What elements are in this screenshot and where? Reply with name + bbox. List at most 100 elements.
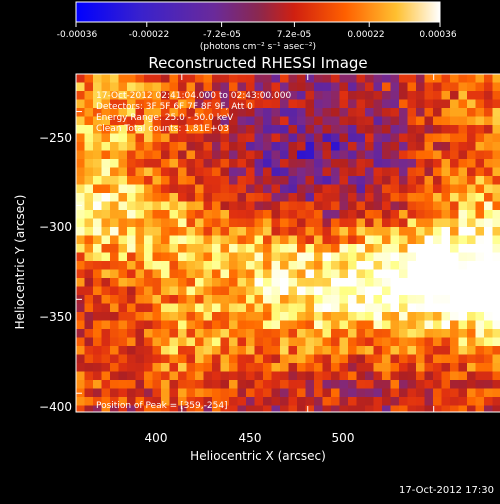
heatmap-pixel — [450, 406, 459, 415]
heatmap-pixel — [442, 287, 451, 296]
heatmap-pixel — [221, 329, 230, 338]
heatmap-pixel — [272, 338, 281, 347]
heatmap-pixel — [357, 134, 366, 143]
heatmap-pixel — [425, 236, 434, 245]
heatmap-pixel — [450, 253, 459, 262]
heatmap-pixel — [110, 151, 119, 160]
heatmap-pixel — [357, 236, 366, 245]
heatmap-pixel — [476, 363, 485, 372]
heatmap-pixel — [357, 253, 366, 262]
heatmap-pixel — [161, 321, 170, 330]
heatmap-pixel — [255, 210, 264, 219]
heatmap-pixel — [314, 304, 323, 313]
heatmap-pixel — [357, 287, 366, 296]
heatmap-pixel — [365, 210, 374, 219]
heatmap-pixel — [467, 117, 476, 126]
colorbar-tick-label: 7.2e-05 — [277, 30, 312, 40]
heatmap-pixel — [161, 346, 170, 355]
heatmap-pixel — [297, 329, 306, 338]
heatmap-pixel — [331, 193, 340, 202]
heatmap-pixel — [306, 372, 315, 381]
heatmap-pixel — [340, 185, 349, 194]
heatmap-pixel — [467, 363, 476, 372]
heatmap-pixel — [433, 253, 442, 262]
heatmap-pixel — [119, 193, 128, 202]
heatmap-pixel — [280, 142, 289, 151]
heatmap-pixel — [374, 134, 383, 143]
heatmap-pixel — [433, 117, 442, 126]
heatmap-pixel — [289, 193, 298, 202]
heatmap-pixel — [348, 346, 357, 355]
heatmap-pixel — [450, 329, 459, 338]
heatmap-pixel — [442, 295, 451, 304]
heatmap-pixel — [238, 278, 247, 287]
heatmap-pixel — [493, 253, 500, 262]
heatmap-pixel — [127, 389, 136, 398]
heatmap-pixel — [229, 312, 238, 321]
heatmap-pixel — [76, 372, 85, 381]
heatmap-pixel — [136, 168, 145, 177]
heatmap-pixel — [306, 321, 315, 330]
heatmap-pixel — [314, 219, 323, 228]
heatmap-pixel — [348, 397, 357, 406]
heatmap-pixel — [144, 363, 153, 372]
heatmap-pixel — [476, 236, 485, 245]
heatmap-pixel — [459, 227, 468, 236]
heatmap-pixel — [127, 312, 136, 321]
heatmap-pixel — [314, 295, 323, 304]
heatmap-pixel — [399, 321, 408, 330]
heatmap-pixel — [187, 329, 196, 338]
heatmap-pixel — [314, 261, 323, 270]
heatmap-pixel — [85, 210, 94, 219]
heatmap-pixel — [195, 355, 204, 364]
heatmap-pixel — [76, 270, 85, 279]
heatmap-pixel — [221, 253, 230, 262]
heatmap-pixel — [85, 389, 94, 398]
heatmap-pixel — [399, 338, 408, 347]
heatmap-pixel — [484, 312, 493, 321]
heatmap-pixel — [374, 100, 383, 109]
heatmap-pixel — [425, 287, 434, 296]
heatmap-pixel — [416, 397, 425, 406]
heatmap-pixel — [459, 142, 468, 151]
heatmap-pixel — [416, 219, 425, 228]
heatmap-pixel — [246, 176, 255, 185]
heatmap-pixel — [136, 159, 145, 168]
heatmap-pixel — [229, 125, 238, 134]
heatmap-pixel — [348, 244, 357, 253]
heatmap-pixel — [442, 159, 451, 168]
heatmap-pixel — [272, 372, 281, 381]
heatmap-pixel — [263, 125, 272, 134]
heatmap-pixel — [493, 355, 500, 364]
heatmap-pixel — [374, 346, 383, 355]
heatmap-pixel — [306, 142, 315, 151]
heatmap-pixel — [340, 74, 349, 83]
heatmap-pixel — [289, 355, 298, 364]
heatmap-pixel — [467, 176, 476, 185]
heatmap-pixel — [85, 346, 94, 355]
heatmap-pixel — [442, 278, 451, 287]
heatmap-pixel — [272, 117, 281, 126]
heatmap-pixel — [161, 236, 170, 245]
heatmap-pixel — [153, 355, 162, 364]
heatmap-pixel — [297, 278, 306, 287]
heatmap-pixel — [357, 312, 366, 321]
heatmap-pixel — [408, 236, 417, 245]
heatmap-pixel — [136, 74, 145, 83]
heatmap-pixel — [161, 193, 170, 202]
heatmap-pixel — [238, 295, 247, 304]
heatmap-pixel — [297, 74, 306, 83]
heatmap-pixel — [136, 380, 145, 389]
heatmap-pixel — [323, 202, 332, 211]
heatmap-pixel — [161, 270, 170, 279]
heatmap-pixel — [484, 236, 493, 245]
heatmap-pixel — [467, 346, 476, 355]
heatmap-pixel — [450, 380, 459, 389]
heatmap-pixel — [340, 151, 349, 160]
heatmap-pixel — [374, 159, 383, 168]
heatmap-pixel — [391, 100, 400, 109]
heatmap-pixel — [408, 397, 417, 406]
heatmap-pixel — [263, 372, 272, 381]
annotation-time-range: 17-Oct-2012 02:41:04.000 to 02:43:00.000 — [96, 91, 291, 101]
heatmap-pixel — [280, 176, 289, 185]
